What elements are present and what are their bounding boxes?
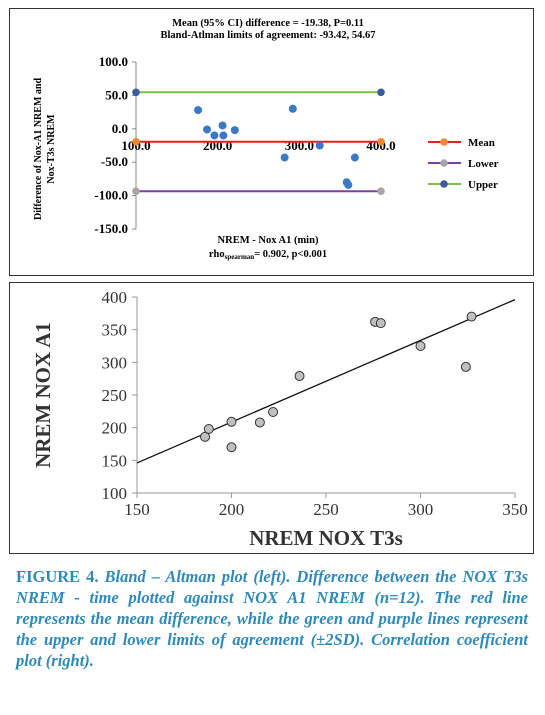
trend-line	[136, 299, 516, 464]
x-tick-label: 300	[408, 500, 434, 519]
data-point	[230, 126, 239, 135]
y-tick-label: 250	[102, 386, 128, 405]
x-axis-label: NREM - Nox A1 (min)	[218, 235, 319, 246]
reference-line-marker	[377, 187, 385, 196]
legend-label-lower: Lower	[468, 158, 499, 170]
data-point	[288, 104, 297, 113]
chart-title: Mean (95% CI) difference = -19.38, P=0.1…	[172, 18, 364, 29]
y-tick-label: 150	[102, 451, 128, 470]
data-point	[315, 141, 324, 150]
reference-line-marker	[377, 137, 385, 146]
legend-marker-lower	[440, 159, 448, 167]
figure-caption-text: Bland – Altman plot (left). Difference b…	[16, 567, 529, 670]
y-axis-label-line: Nox-T3s NREM	[46, 114, 57, 184]
data-point	[218, 121, 227, 130]
y-tick-label: -150.0	[94, 221, 128, 236]
chart-subtitle: Bland-Atlman limits of agreement: -93.42…	[160, 30, 375, 41]
bland-altman-chart: Mean (95% CI) difference = -19.38, P=0.1…	[33, 18, 499, 261]
x-tick-label: 250	[313, 500, 339, 519]
data-point	[194, 106, 203, 115]
figure-caption: FIGURE 4. Bland – Altman plot (left). Di…	[16, 566, 528, 671]
data-point	[226, 416, 237, 427]
x-tick-label: 200.0	[203, 138, 232, 153]
y-tick-label: 100.0	[99, 54, 128, 69]
y-tick-label: 50.0	[105, 87, 128, 102]
data-point	[466, 311, 477, 322]
y-tick-label: 100	[102, 484, 128, 503]
data-point	[294, 371, 305, 382]
y-tick-label: 0.0	[112, 121, 128, 136]
data-point	[203, 423, 214, 434]
data-point	[219, 131, 228, 140]
y-tick-label: 400	[102, 288, 128, 307]
y-axis-label-line: Difference of Nox-A1 NREM and	[33, 78, 44, 220]
data-point	[200, 431, 211, 442]
data-point	[268, 406, 279, 417]
x-tick-label: 150	[124, 500, 150, 519]
y-axis-label: NREM NOX A1	[31, 322, 55, 468]
y-tick-label: 350	[102, 321, 128, 340]
data-point	[375, 318, 386, 329]
stats-note: rhospearman= 0.902, p<0.001	[209, 249, 327, 261]
x-tick-label: 300.0	[285, 138, 314, 153]
data-point	[254, 417, 265, 428]
bland-altman-panel: Mean (95% CI) difference = -19.38, P=0.1…	[9, 8, 534, 276]
y-tick-label: -50.0	[101, 154, 128, 169]
figure-label: FIGURE 4.	[16, 567, 99, 586]
y-axis-label: Difference of Nox-A1 NREM and Nox-T3s NRE…	[33, 78, 57, 220]
reference-line-marker	[132, 88, 140, 97]
data-point	[460, 361, 471, 372]
x-tick-label: 200	[219, 500, 245, 519]
x-axis-label: NREM NOX T3s	[249, 526, 403, 550]
legend-label-mean: Mean	[468, 137, 495, 149]
data-point	[226, 442, 237, 453]
data-point	[280, 153, 289, 162]
data-point	[210, 131, 219, 140]
legend-marker-upper	[440, 180, 448, 188]
legend-label-upper: Upper	[468, 179, 498, 191]
reference-line-marker	[132, 187, 140, 196]
data-point	[415, 341, 426, 351]
y-tick-label: -100.0	[94, 188, 128, 203]
data-point	[203, 125, 212, 134]
y-tick-label: 300	[102, 353, 128, 372]
x-tick-label: 350	[502, 500, 528, 519]
data-point	[350, 153, 359, 162]
y-tick-label: 200	[102, 419, 128, 438]
reference-line-marker	[377, 88, 385, 97]
legend-marker-mean	[440, 138, 448, 146]
data-point	[344, 180, 353, 189]
correlation-panel: 400 350 300 250 200 150 100 150 200 250 300 350 NREM…	[9, 282, 534, 554]
reference-line-marker	[132, 137, 140, 146]
